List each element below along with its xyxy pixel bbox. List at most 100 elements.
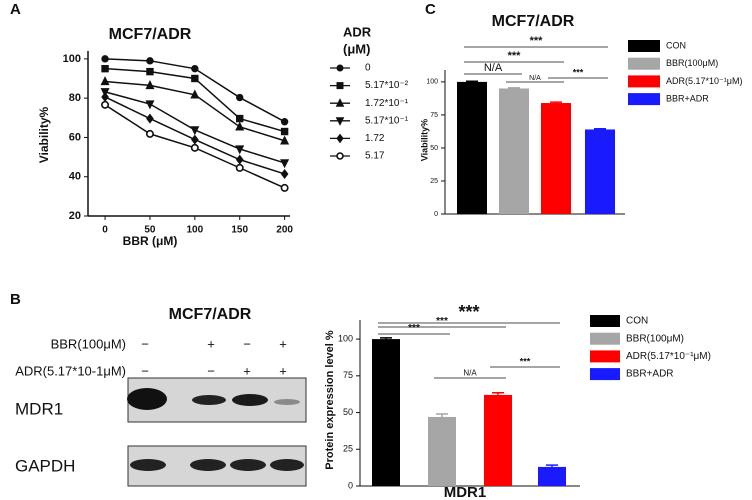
bar — [372, 339, 400, 486]
x-tick-label: 0 — [102, 225, 108, 236]
legend-marker — [336, 152, 344, 160]
significance-label: N/A — [529, 75, 541, 82]
y-tick-label: 20 — [69, 210, 81, 222]
significance-label: *** — [458, 302, 479, 322]
legend-marker — [335, 117, 345, 126]
significance-label: *** — [408, 323, 420, 334]
significance-label: *** — [520, 356, 531, 366]
point — [145, 100, 155, 110]
y-tick-label: 50 — [430, 145, 438, 152]
legend-label: 1.72*10⁻¹ — [365, 98, 409, 109]
treatment-sign: + — [279, 336, 287, 351]
bar — [541, 103, 571, 214]
band — [232, 394, 268, 406]
y-axis-label: Viability% — [37, 106, 51, 163]
legend-title: ADR — [343, 24, 372, 39]
point — [100, 76, 110, 86]
legend-marker — [336, 64, 344, 72]
y-tick-label: 60 — [69, 131, 81, 143]
legend-swatch — [590, 332, 620, 345]
legend-label: 1.72 — [365, 133, 385, 144]
error-bar — [466, 80, 478, 82]
chart: A MCF7/ADR Viability% BBR (μM) 20 40 60 80 100 0 5… — [10, 1, 409, 248]
legend-label: BBR(100μM) — [626, 333, 684, 344]
point — [101, 64, 109, 73]
error-bar — [436, 413, 448, 417]
y-tick-label: 75 — [343, 370, 353, 380]
bar — [484, 394, 512, 486]
y-tick-label: 0 — [348, 480, 353, 490]
band — [270, 459, 304, 471]
y-axis-label: Protein expression level % — [324, 330, 336, 470]
treatment-sign: + — [279, 363, 287, 378]
point — [145, 129, 154, 138]
y-tick-label: 80 — [69, 92, 81, 104]
point — [236, 93, 244, 102]
error-bar — [508, 87, 520, 89]
y-tick-label: 0 — [434, 211, 438, 218]
y-axis-label: Viability% — [419, 119, 429, 161]
legend-label: 0 — [365, 63, 371, 74]
band — [190, 459, 226, 471]
legend-swatch — [628, 93, 660, 106]
point — [146, 113, 154, 124]
significance-label: *** — [573, 67, 584, 77]
legend-label: 5.17*10⁻² — [365, 80, 409, 91]
band — [127, 388, 167, 410]
protein-label: MDR1 — [15, 399, 63, 418]
significance-label: *** — [530, 35, 544, 47]
band — [230, 459, 266, 471]
treatment-label: ADR(5.17*10-1μM) — [15, 363, 126, 378]
error-bar — [546, 464, 558, 467]
x-axis-label: BBR (μM) — [123, 234, 178, 248]
protein-label: GAPDH — [15, 456, 75, 475]
y-tick-label: 25 — [343, 444, 353, 454]
chart-title: MCF7/ADR — [492, 13, 575, 30]
x-axis-label: MDR1 — [444, 484, 487, 500]
bar — [538, 466, 566, 486]
band — [274, 399, 300, 405]
significance-label: N/A — [484, 62, 503, 74]
error-bar — [492, 391, 504, 395]
legend-swatch — [628, 57, 660, 70]
chart-title: MCF7/ADR — [109, 26, 192, 43]
bar — [457, 81, 487, 214]
band — [192, 395, 226, 405]
point — [101, 100, 110, 109]
point — [236, 114, 244, 123]
legend-label: BBR+ADR — [666, 93, 709, 103]
point — [101, 91, 109, 102]
treatment-sign: − — [243, 336, 251, 351]
legend-label: ADR(5.17*10⁻¹μM) — [626, 351, 711, 362]
legend-label: CON — [626, 316, 648, 327]
legend-swatch — [590, 350, 620, 363]
bar — [499, 88, 529, 214]
legend-label: CON — [666, 40, 686, 50]
band — [130, 459, 166, 471]
legend-label: 5.17*10⁻¹ — [365, 115, 409, 126]
y-tick-label: 75 — [430, 112, 438, 119]
error-bar — [380, 337, 392, 340]
legend-marker — [335, 98, 345, 107]
panel-label: A — [10, 1, 21, 18]
legend-marker — [336, 133, 344, 144]
x-tick-label: 150 — [231, 225, 248, 236]
legend-label: 5.17 — [365, 151, 385, 162]
point — [235, 145, 245, 155]
x-tick-label: 200 — [276, 225, 293, 236]
error-bar — [594, 128, 606, 130]
blot-title: MCF7/ADR — [169, 306, 252, 323]
y-tick-label: 50 — [343, 407, 353, 417]
chart: C MCF7/ADR Viability% 0 25 50 75 100 CON BBR(100μ… — [419, 1, 742, 218]
treatment-sign: − — [207, 363, 215, 378]
legend-label: BBR+ADR — [626, 369, 674, 380]
significance-label: *** — [508, 50, 522, 62]
x-tick-label: 50 — [144, 225, 156, 236]
treatment-sign: − — [141, 336, 149, 351]
y-tick-label: 25 — [430, 178, 438, 185]
point — [280, 118, 289, 126]
point — [145, 80, 155, 90]
significance-label: *** — [436, 316, 448, 327]
